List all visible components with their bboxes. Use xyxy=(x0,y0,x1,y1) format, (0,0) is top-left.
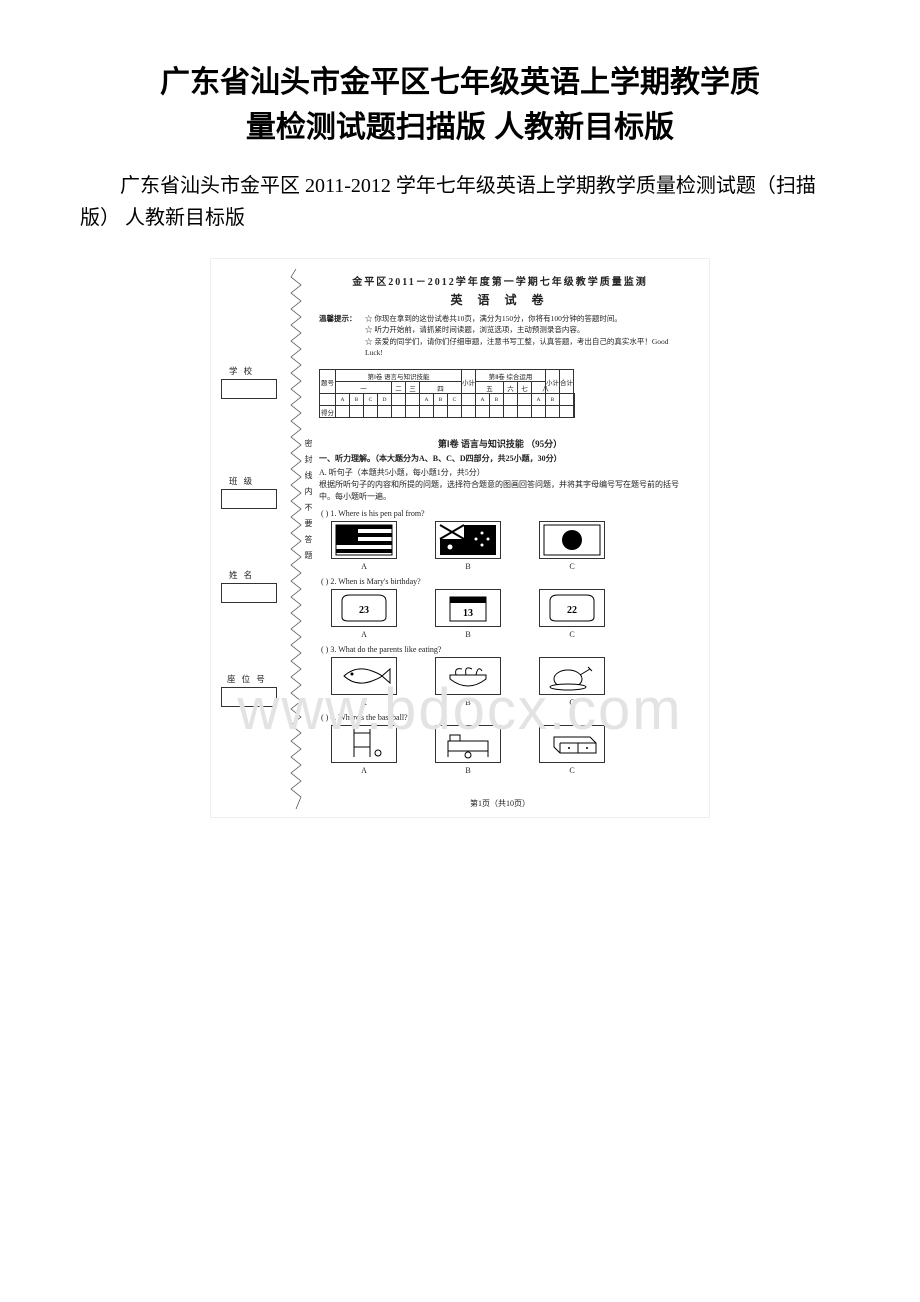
q1-opt-a: A xyxy=(331,521,397,571)
binding-text: 密封线内不要答题 xyxy=(303,439,314,567)
svg-text:13: 13 xyxy=(463,608,473,619)
q2-line: ( ) 2. When is Mary's birthday? xyxy=(321,577,421,586)
calendar-icon: 13 xyxy=(438,591,498,625)
q2-opt-b: 13 B xyxy=(435,589,501,639)
q3-options: A B C xyxy=(331,657,605,707)
desk-drawer-icon xyxy=(542,727,602,761)
school-box xyxy=(221,379,277,399)
col-6: 六 xyxy=(504,382,518,394)
page-subtitle: 广东省汕头市金平区 2011-2012 学年七年级英语上学期教学质量检测试题（扫… xyxy=(80,170,840,234)
exam-subject: 英 语 试 卷 xyxy=(311,291,689,308)
q3-line: ( ) 3. What do the parents like eating? xyxy=(321,645,441,654)
calendar-icon: 22 xyxy=(542,591,602,625)
class-box xyxy=(221,489,277,509)
q1-opt-b: B xyxy=(435,521,501,571)
tip-1: ☆ 你现在拿到的这份试卷共10页，满分为150分，你将有100分钟的答题时间。 xyxy=(365,313,622,324)
bed-icon xyxy=(438,727,498,761)
score-group-1: 第Ⅰ卷 语言与知识技能 xyxy=(336,370,462,382)
us-flag-icon xyxy=(334,523,394,557)
class-label: 班 级 xyxy=(229,475,254,487)
q2-options: 23 A 13 B 22 C xyxy=(331,589,605,639)
exam-tips: 温馨提示： ☆ 你现在拿到的这份试卷共10页，满分为150分，你将有100分钟的… xyxy=(319,313,685,358)
tip-3: ☆ 亲爱的同学们，请你们仔细审题，注意书写工整，认真答题，考出自己的真实水平！G… xyxy=(365,336,685,359)
col-4: 四 xyxy=(420,382,462,394)
grand-total: 合计 xyxy=(560,370,574,394)
q2-opt-a: 23 A xyxy=(331,589,397,639)
score-row-label: 题号 xyxy=(320,370,336,394)
part-a-desc: 根据所听句子的内容和所提的问题，选择符合题意的图画回答问题，并将其字母编号写在题… xyxy=(319,479,685,502)
q4-opt-a: A xyxy=(331,725,397,775)
part-a-heading: A. 听句子（本题共5小题，每小题1分，共5分） xyxy=(319,467,685,479)
q4-options: A B C xyxy=(331,725,605,775)
binding-zigzag-icon xyxy=(289,269,303,809)
q3-opt-c: C xyxy=(539,657,605,707)
q1-opt-c: C xyxy=(539,521,605,571)
scanned-exam-page: 学 校 班 级 姓 名 座 位 号 密封线内不要答题 金平区2011－2012学… xyxy=(210,258,710,818)
q4-line: ( ) 4. Where's the baseball? xyxy=(321,713,408,722)
tips-label: 温馨提示： xyxy=(319,313,365,324)
col-5: 五 xyxy=(476,382,504,394)
au-flag-icon xyxy=(438,523,498,557)
q4-opt-b: B xyxy=(435,725,501,775)
score-table: 题号 第Ⅰ卷 语言与知识技能 小计 第Ⅱ卷 综合运用 小计 合计 一 二 三 四… xyxy=(319,369,575,418)
page-footer: 第1页（共10页） xyxy=(311,798,689,809)
calendar-icon: 23 xyxy=(334,591,394,625)
title-line-1: 广东省汕头市金平区七年级英语上学期教学质 xyxy=(160,66,760,99)
tip-2: ☆ 听力开始前，请抓紧时间读题，浏览选项，主动预测录音内容。 xyxy=(365,324,584,335)
q4-opt-c: C xyxy=(539,725,605,775)
score-group-2: 第Ⅱ卷 综合运用 xyxy=(476,370,546,382)
svg-text:23: 23 xyxy=(359,605,369,616)
title-line-2: 量检测试题扫描版 人教新目标版 xyxy=(246,111,674,144)
fish-icon xyxy=(334,659,394,693)
salad-icon xyxy=(438,659,498,693)
chair-icon xyxy=(334,727,394,761)
section-1-heading: 第Ⅰ卷 语言与知识技能 （95分） xyxy=(311,437,689,450)
q3-opt-b: B xyxy=(435,657,501,707)
small-total-1: 小计 xyxy=(462,370,476,394)
q3-opt-a: A xyxy=(331,657,397,707)
seat-label: 座 位 号 xyxy=(227,673,267,685)
school-label: 学 校 xyxy=(229,365,254,377)
part-1-heading: 一、听力理解。（本大题分为A、B、C、D四部分，共25小题，30分） xyxy=(319,453,685,465)
chicken-icon xyxy=(542,659,602,693)
exam-header: 金平区2011－2012学年度第一学期七年级教学质量监测 xyxy=(311,273,689,288)
jp-flag-icon xyxy=(542,523,602,557)
seat-box xyxy=(221,687,277,707)
name-box xyxy=(221,583,277,603)
page-title: 广东省汕头市金平区七年级英语上学期教学质 量检测试题扫描版 人教新目标版 xyxy=(80,60,840,150)
svg-text:22: 22 xyxy=(567,605,577,616)
q1-line: ( ) 1. Where is his pen pal from? xyxy=(321,509,425,518)
col-3: 三 xyxy=(406,382,420,394)
col-7: 七 xyxy=(518,382,532,394)
score-row-label-2: 得分 xyxy=(320,406,336,418)
scanned-page-container: 学 校 班 级 姓 名 座 位 号 密封线内不要答题 金平区2011－2012学… xyxy=(210,258,710,818)
binding-edge xyxy=(289,269,303,809)
q1-options: A B xyxy=(331,521,605,571)
col-2: 二 xyxy=(392,382,406,394)
col-1: 一 xyxy=(336,382,392,394)
q2-opt-c: 22 C xyxy=(539,589,605,639)
name-label: 姓 名 xyxy=(229,569,254,581)
